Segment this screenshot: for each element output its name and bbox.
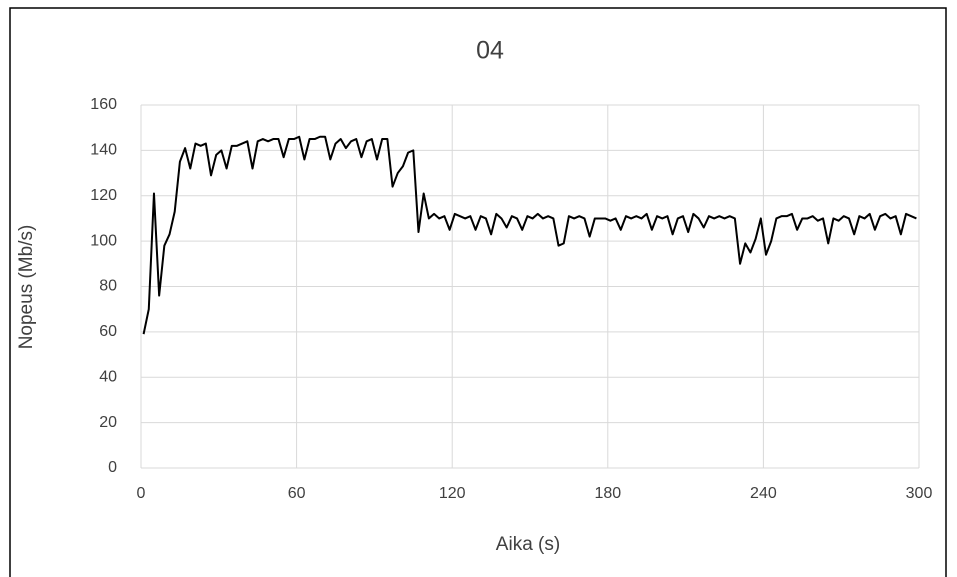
chart-border	[9, 7, 947, 577]
x-tick-label: 0	[137, 485, 146, 502]
x-tick-label: 60	[288, 485, 306, 502]
y-tick-label: 0	[108, 459, 117, 476]
y-tick-label: 160	[90, 96, 117, 113]
x-axis-label: Aika (s)	[496, 534, 560, 555]
x-tick-label: 300	[906, 485, 933, 502]
data-line	[142, 135, 917, 335]
y-tick-label: 120	[90, 187, 117, 204]
y-tick-label: 40	[99, 368, 117, 385]
x-tick-label: 120	[439, 485, 466, 502]
y-tick-label: 20	[99, 414, 117, 431]
y-tick-label: 80	[99, 278, 117, 295]
y-tick-label: 60	[99, 323, 117, 340]
y-tick-label: 100	[90, 232, 117, 249]
x-tick-label: 240	[750, 485, 777, 502]
y-tick-label: 140	[90, 142, 117, 159]
y-axis-label: Nopeus (Mb/s)	[16, 225, 37, 350]
chart-title: 04	[476, 37, 504, 65]
x-tick-label: 180	[594, 485, 621, 502]
